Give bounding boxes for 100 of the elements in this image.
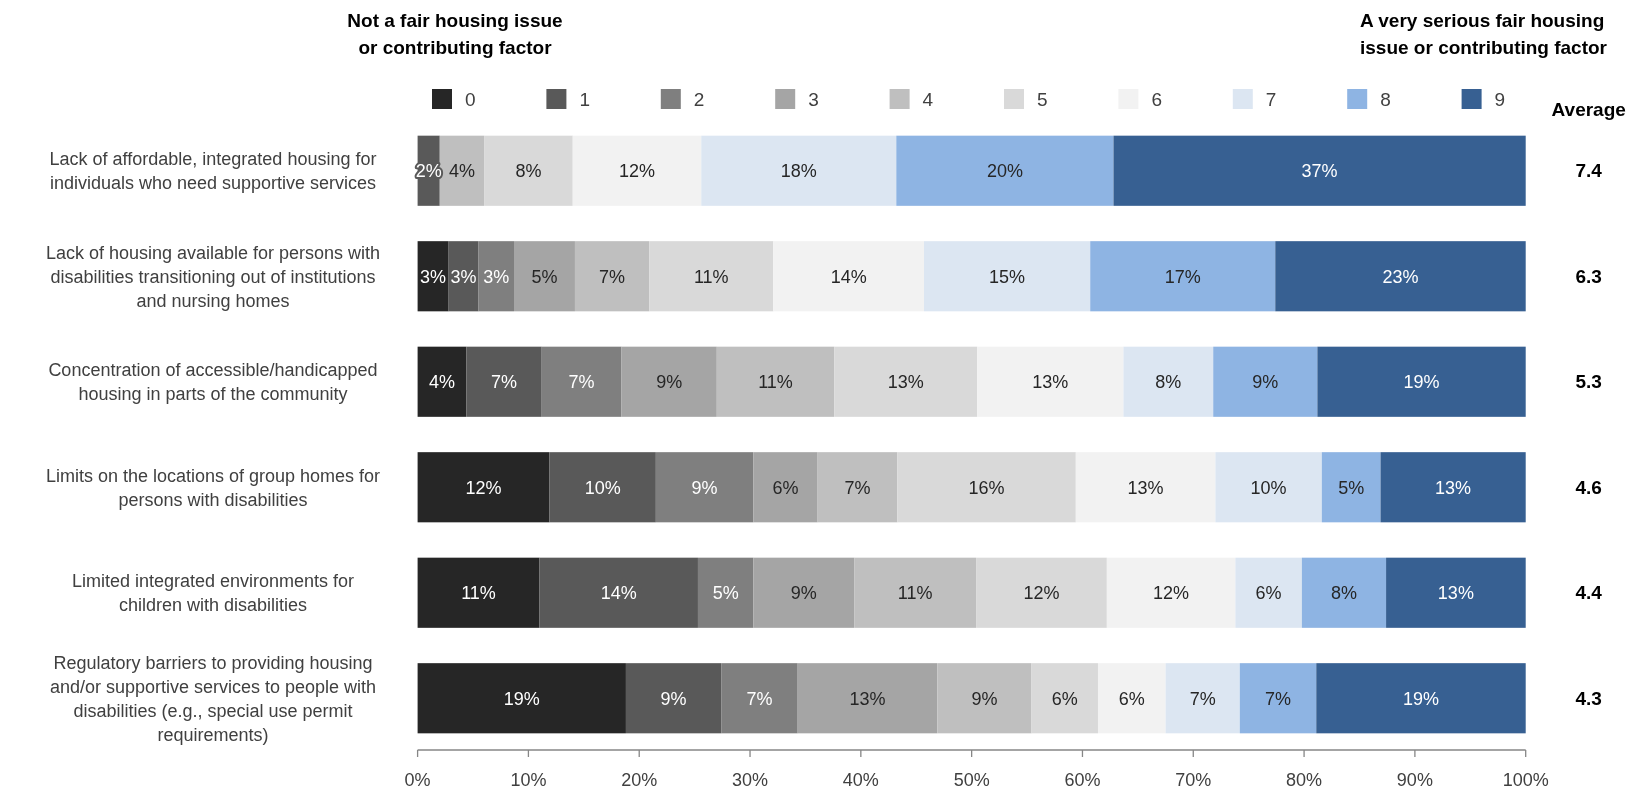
- x-tick-label: 70%: [1175, 770, 1212, 790]
- data-label: 9%: [691, 477, 718, 498]
- data-label: 6%: [1118, 688, 1145, 709]
- data-label: 7%: [1265, 688, 1292, 709]
- bar: [896, 135, 1114, 206]
- bar: [1113, 135, 1526, 206]
- y-tick-label: Lack of affordable, integrated housing for individuals who need supportive services: [49, 149, 377, 194]
- text: 4.3: [1575, 687, 1602, 709]
- data-label: 13%: [1127, 477, 1164, 498]
- bar: [572, 135, 702, 206]
- bar: [834, 346, 978, 417]
- data-label: 13%: [1435, 477, 1472, 498]
- bar: [701, 135, 897, 206]
- bar: [1386, 557, 1526, 628]
- bar: [1090, 241, 1276, 312]
- bar: [1301, 557, 1387, 628]
- data-label: 14%: [600, 583, 637, 604]
- data-label: 12%: [1023, 583, 1060, 604]
- bar: [1165, 663, 1240, 734]
- y-tick-label: Regulatory barriers to providing housing and/or supportive services to people with disabilities (e.g., special use permit requirements): [49, 652, 377, 745]
- text: Average: [1551, 98, 1626, 120]
- data-label: 9%: [1252, 372, 1279, 393]
- bar: [773, 241, 924, 312]
- bar: [753, 452, 818, 523]
- bar: [1215, 452, 1322, 523]
- data-label: 8%: [1155, 372, 1182, 393]
- bar: [1075, 452, 1216, 523]
- bar: [549, 452, 656, 523]
- legend-label: 2: [693, 88, 705, 110]
- legend-label: 7: [1265, 88, 1277, 110]
- data-label: 7%: [1189, 688, 1216, 709]
- data-label: 6%: [772, 477, 799, 498]
- text: 7.4: [1575, 160, 1603, 182]
- data-label: 19%: [1403, 372, 1440, 393]
- bar: [797, 663, 938, 734]
- bar: [655, 452, 754, 523]
- x-tick-label: 10%: [510, 770, 547, 790]
- bar: [1213, 346, 1318, 417]
- data-label: 10%: [1250, 477, 1287, 498]
- bar: [539, 557, 698, 628]
- bar: [976, 557, 1107, 628]
- data-label: 3%: [483, 266, 510, 287]
- legend-label: 0: [465, 88, 476, 110]
- data-label: 11%: [693, 266, 729, 287]
- data-label: 14%: [830, 266, 867, 287]
- data-label: 6%: [1255, 583, 1282, 604]
- data-label: 12%: [618, 161, 656, 182]
- data-label: 13%: [887, 372, 924, 393]
- y-tick-label: Lack of housing available for persons with disabilities transitioning out of institutions and nursing homes: [45, 242, 381, 311]
- bar: [1275, 241, 1526, 312]
- bar: [417, 346, 467, 417]
- data-label: 13%: [1437, 583, 1474, 604]
- bar: [417, 663, 626, 734]
- data-label: 4%: [448, 161, 475, 182]
- bar: [1239, 663, 1317, 734]
- data-label: 16%: [968, 477, 1005, 498]
- data-label: 17%: [1164, 266, 1201, 287]
- legend-label: 1: [579, 88, 590, 110]
- bar: [897, 452, 1076, 523]
- x-tick-label: 30%: [732, 770, 769, 790]
- data-label: 19%: [1402, 688, 1439, 709]
- legend-label: 5: [1037, 88, 1048, 110]
- data-label: 7%: [568, 372, 595, 393]
- y-tick-label: Limits on the locations of group homes for persons with disabilities: [45, 465, 381, 510]
- bar: [1317, 346, 1526, 417]
- bar: [417, 452, 550, 523]
- text: 4.6: [1575, 476, 1602, 498]
- bar: [1321, 452, 1381, 523]
- data-label: 11%: [897, 583, 933, 604]
- y-tick-label: Limited integrated environments for children with disabilities: [71, 571, 355, 616]
- bar: [977, 346, 1124, 417]
- data-label: 4%: [428, 372, 455, 393]
- bar: [937, 663, 1032, 734]
- data-label: 3%: [450, 266, 477, 287]
- bar: [478, 241, 515, 312]
- bar: [448, 241, 479, 312]
- data-label: 11%: [461, 583, 496, 604]
- data-label: 7%: [491, 372, 518, 393]
- data-label: 12%: [465, 477, 502, 498]
- legend-label: 9: [1494, 88, 1506, 110]
- data-label: 7%: [844, 477, 871, 498]
- bar: [1123, 346, 1214, 417]
- bar: [649, 241, 774, 312]
- bar: [417, 557, 540, 628]
- bar: [854, 557, 977, 628]
- y-tick-label: Concentration of accessible/handicapped housing in parts of the community: [48, 360, 378, 405]
- bar: [574, 241, 650, 312]
- bar: [1380, 452, 1526, 523]
- bar: [439, 135, 485, 206]
- data-label: 8%: [515, 161, 542, 182]
- x-tick-label: 20%: [621, 770, 658, 790]
- x-tick-label: 80%: [1286, 770, 1323, 790]
- bar: [484, 135, 573, 206]
- text: Not a fair housing issue or contributing factor: [347, 9, 563, 58]
- data-label: 13%: [1032, 372, 1069, 393]
- legend-label: 4: [922, 88, 934, 110]
- x-tick-label: 60%: [1064, 770, 1101, 790]
- data-label: 7%: [746, 688, 773, 709]
- bar: [924, 241, 1091, 312]
- x-tick-label: 90%: [1396, 770, 1433, 790]
